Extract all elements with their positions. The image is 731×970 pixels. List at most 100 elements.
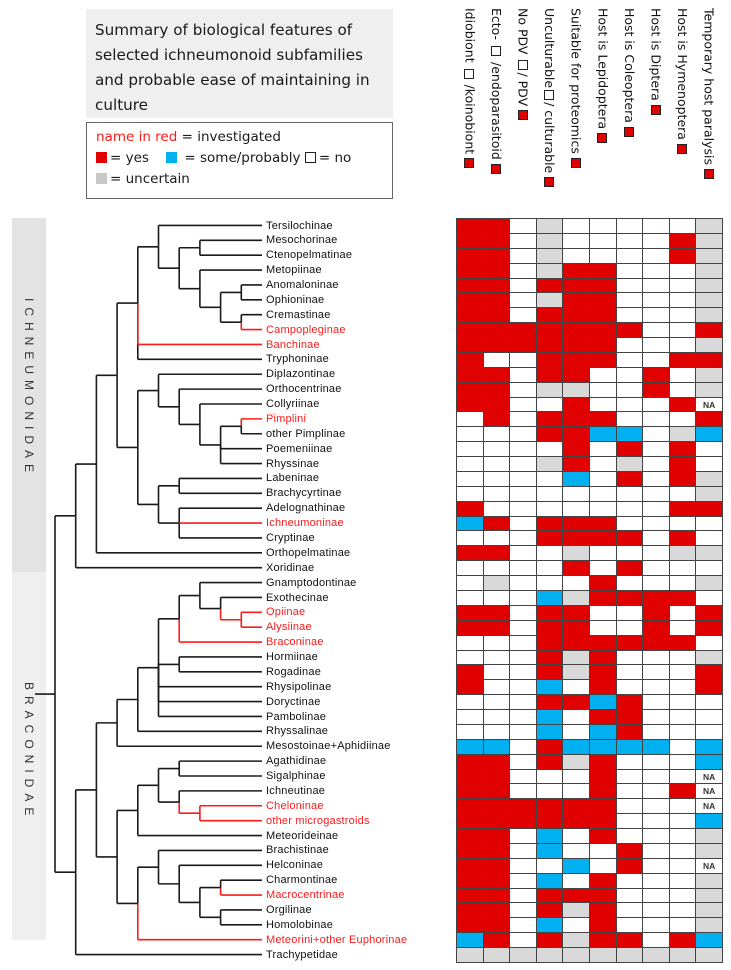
matrix-cell <box>509 485 537 502</box>
matrix-cell <box>668 575 697 591</box>
family-band-ichneumonidae: ICHNEUMONIDAE <box>12 218 46 572</box>
red-square-icon <box>703 169 714 179</box>
matrix-cell <box>482 709 511 725</box>
matrix-cell <box>695 694 723 711</box>
matrix-cell <box>509 277 537 294</box>
matrix-cell <box>615 515 644 532</box>
matrix-cell <box>562 604 590 621</box>
taxon-label: Mesostoinae+Aphidiinae <box>266 740 391 753</box>
matrix-cell <box>509 813 537 830</box>
matrix-cell <box>589 947 617 963</box>
column-header-text-alt: /koinobiont <box>462 80 478 155</box>
taxon-label: Opiinae <box>266 606 306 619</box>
matrix-cell <box>668 366 697 383</box>
matrix-cell <box>456 470 484 487</box>
matrix-cell <box>482 560 511 577</box>
matrix-cell <box>562 411 590 428</box>
matrix-cell <box>615 262 644 279</box>
matrix-cell <box>695 753 723 770</box>
matrix-cell <box>695 649 723 666</box>
matrix-cell <box>509 515 537 532</box>
matrix-cell <box>535 917 564 934</box>
matrix-cell <box>668 709 697 725</box>
taxon-label: Ichneutinae <box>266 784 326 797</box>
matrix-cell <box>695 902 723 919</box>
matrix-cell <box>668 470 697 487</box>
matrix-cell <box>509 560 537 577</box>
matrix-cell <box>642 292 670 309</box>
matrix-cell <box>482 798 511 815</box>
matrix-cell <box>535 857 564 874</box>
matrix-cell <box>668 842 697 859</box>
matrix-cell <box>615 738 644 755</box>
matrix-cell <box>695 545 723 562</box>
matrix-cell <box>668 902 697 919</box>
red-square-icon <box>677 143 688 154</box>
matrix-cell <box>615 709 644 725</box>
matrix-cell <box>562 530 590 547</box>
column-header: Temporary host paralysis <box>701 8 717 179</box>
matrix-cell <box>509 247 537 264</box>
matrix-cell <box>535 366 564 383</box>
matrix-cell <box>642 277 670 294</box>
matrix-cell <box>535 232 564 249</box>
matrix-cell <box>456 649 484 666</box>
matrix-cell <box>668 679 697 696</box>
matrix-cell <box>456 768 484 785</box>
yes-swatch-icon <box>96 152 107 163</box>
matrix-cell <box>456 560 484 577</box>
column-header-text: Host is Lepidoptera <box>595 8 611 130</box>
matrix-cell <box>615 218 644 234</box>
column-header: Host is Lepidoptera <box>594 8 611 144</box>
matrix-cell <box>615 828 644 844</box>
taxon-label: Rhyssinae <box>266 457 320 470</box>
taxon-label: Labeninae <box>266 472 320 485</box>
matrix-cell <box>589 813 617 830</box>
taxon-label: Rogadinae <box>266 665 322 678</box>
taxon-label: Banchinae <box>266 338 320 351</box>
matrix-cell <box>562 396 590 413</box>
matrix-cell <box>482 917 511 934</box>
matrix-cell <box>562 902 590 919</box>
taxon-label: Brachistinae <box>266 844 329 857</box>
matrix-cell <box>456 753 484 770</box>
matrix-cell <box>695 292 723 309</box>
matrix-cell <box>695 307 723 324</box>
matrix-cell <box>509 351 537 368</box>
matrix-cell <box>509 738 537 755</box>
matrix-cell <box>482 575 511 591</box>
column-header: Host is Hymenoptera <box>674 8 690 154</box>
matrix-cell <box>642 932 670 949</box>
matrix-cell <box>668 947 697 963</box>
matrix-cell <box>695 485 723 502</box>
legend-red-name: name in red <box>96 129 178 145</box>
matrix-cell <box>589 277 617 294</box>
matrix-cell <box>589 917 617 934</box>
taxon-label: Hormiinae <box>266 651 318 664</box>
matrix-cell <box>668 932 697 949</box>
matrix-cell <box>535 828 564 844</box>
matrix-cell <box>642 470 670 487</box>
matrix-cell <box>509 366 537 383</box>
matrix-cell <box>562 277 590 294</box>
matrix-cell <box>589 381 617 398</box>
matrix-cell <box>642 649 670 666</box>
matrix-cell <box>668 887 697 904</box>
matrix-cell <box>509 753 537 770</box>
matrix-cell <box>642 694 670 711</box>
matrix-cell <box>535 441 564 458</box>
matrix-cell <box>535 932 564 949</box>
matrix-cell <box>642 902 670 919</box>
matrix-cell <box>509 292 537 309</box>
matrix-cell <box>695 262 723 279</box>
matrix-cell <box>509 590 537 606</box>
taxon-label: Ichneumoninae <box>266 517 344 530</box>
matrix-cell <box>589 530 617 547</box>
matrix-cell <box>589 485 617 502</box>
matrix-cell <box>642 872 670 889</box>
matrix-cell <box>456 485 484 502</box>
matrix-cell <box>642 709 670 725</box>
matrix-cell <box>562 381 590 398</box>
column-header: Idiobiont /koinobiont <box>461 8 478 169</box>
column-header-text: Host is Hymenoptera <box>675 8 691 140</box>
